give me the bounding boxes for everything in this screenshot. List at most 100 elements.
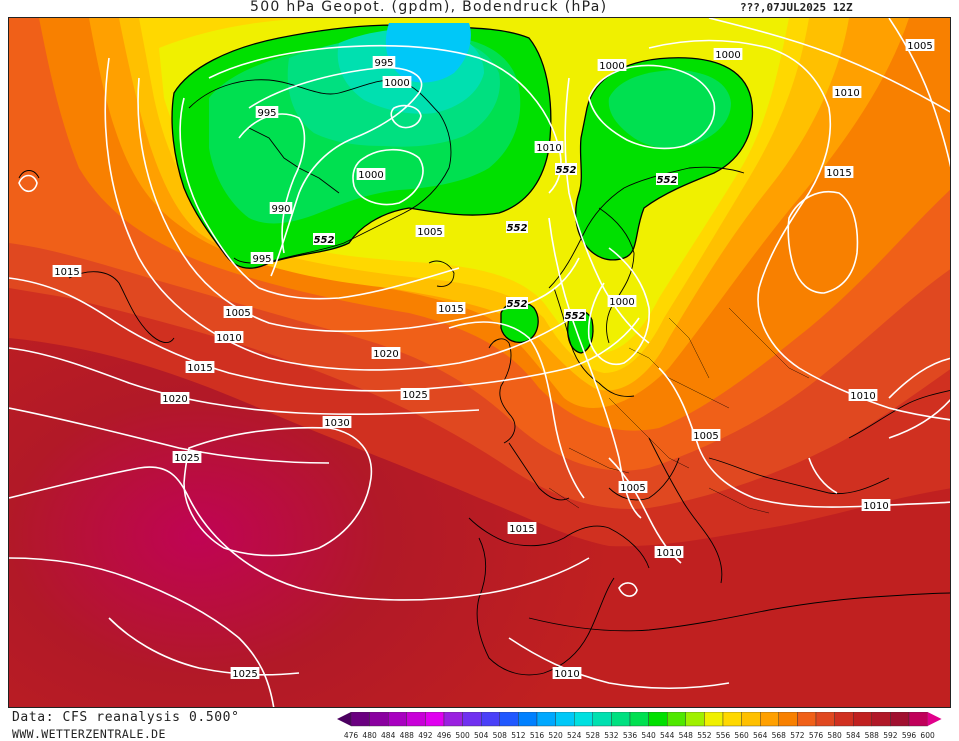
isobar-label: 1005 <box>691 429 721 442</box>
svg-text:1005: 1005 <box>693 431 718 442</box>
svg-text:995: 995 <box>374 58 393 69</box>
legend-swatch <box>573 712 593 727</box>
legend-tick-label: 476 <box>344 731 359 740</box>
legend-tick-label: 560 <box>734 731 749 740</box>
geopotential-label-group: 552 552 552 552 552 552 <box>313 163 678 322</box>
legend-swatch <box>518 712 538 727</box>
legend-tick-label: 516 <box>530 731 545 740</box>
svg-text:1010: 1010 <box>216 333 241 344</box>
isobar-label: 1000 <box>356 168 386 181</box>
svg-text:1015: 1015 <box>826 168 851 179</box>
legend-tick-label: 548 <box>679 731 694 740</box>
legend-tick-label: 580 <box>827 731 842 740</box>
svg-text:1000: 1000 <box>384 78 409 89</box>
geopotential-label: 552 <box>506 221 528 234</box>
svg-text:1020: 1020 <box>162 394 187 405</box>
legend-tick-label: 552 <box>697 731 712 740</box>
legend-tick-label: 536 <box>623 731 638 740</box>
legend-tick-label: 568 <box>772 731 787 740</box>
svg-text:1010: 1010 <box>834 88 859 99</box>
isobar-label: 1015 <box>185 361 215 374</box>
svg-text:1005: 1005 <box>417 227 442 238</box>
coastlines <box>18 79 950 676</box>
legend-tick-label: 496 <box>437 731 452 740</box>
legend-swatch <box>834 712 854 727</box>
legend-swatch <box>443 712 463 727</box>
data-source-text: Data: CFS reanalysis 0.500° <box>12 710 240 725</box>
geopotential-label: 552 <box>564 309 586 322</box>
legend-tick-label: 528 <box>586 731 601 740</box>
legend-bar: 476 480 484 488 492 496 500 504 508 512 516 520 524 5… <box>337 712 942 740</box>
chart-title: 500 hPa Geopot. (gpdm), Bodendruck (hPa) <box>250 0 608 15</box>
svg-text:552: 552 <box>507 223 528 234</box>
legend-swatch <box>667 712 687 727</box>
weather-map[interactable]: 995 1000 995 990 1000 995 1000 1000 1005 1010 1010… <box>8 17 951 708</box>
valid-datetime: ???,07JUL2025 12Z <box>740 1 853 14</box>
isobar-label: 1025 <box>230 667 260 680</box>
isobar-label: 1000 <box>382 76 412 89</box>
website-link[interactable]: WWW.WETTERZENTRALE.DE <box>12 727 166 741</box>
legend-swatch <box>499 712 519 727</box>
legend-tick-label: 592 <box>883 731 898 740</box>
legend-swatch <box>908 712 928 727</box>
legend-tick-label: 500 <box>455 731 470 740</box>
legend-swatch <box>797 712 817 727</box>
legend-swatch <box>388 712 408 727</box>
legend-swatch <box>760 712 780 727</box>
legend-swatch <box>536 712 556 727</box>
svg-text:552: 552 <box>556 165 577 176</box>
legend-tick-label: 484 <box>381 731 396 740</box>
legend-swatch <box>350 712 370 727</box>
isobar-label: 1005 <box>618 481 648 494</box>
legend-tick-label: 596 <box>902 731 917 740</box>
legend-tick-label: 488 <box>400 731 415 740</box>
isobar-label: 990 <box>269 202 293 215</box>
map-canvas: 995 1000 995 990 1000 995 1000 1000 1005 1010 1010… <box>9 18 950 707</box>
svg-text:995: 995 <box>252 254 271 265</box>
isobar-label: 995 <box>372 56 396 69</box>
svg-text:995: 995 <box>257 108 276 119</box>
svg-text:1010: 1010 <box>850 391 875 402</box>
svg-text:1015: 1015 <box>54 267 79 278</box>
legend-swatch <box>480 712 500 727</box>
legend-tick-label: 492 <box>418 731 433 740</box>
geopotential-label: 552 <box>313 233 335 246</box>
legend-swatch <box>369 712 389 727</box>
isobar-label: 1025 <box>400 388 430 401</box>
svg-text:1025: 1025 <box>402 390 427 401</box>
isobar-label: 1025 <box>172 451 202 464</box>
isobar-label: 1005 <box>905 39 935 52</box>
legend-swatch <box>592 712 612 727</box>
legend-tick-label: 524 <box>567 731 582 740</box>
legend-swatch <box>704 712 724 727</box>
legend-swatch <box>648 712 668 727</box>
header-bar: 500 hPa Geopot. (gpdm), Bodendruck (hPa)… <box>0 0 959 18</box>
svg-text:1000: 1000 <box>599 61 624 72</box>
isobar-label: 1020 <box>371 347 401 360</box>
borders <box>548 307 810 514</box>
isobar-label: 995 <box>250 252 274 265</box>
isobar-label-group: 995 1000 995 990 1000 995 1000 1000 1005 1010 1010… <box>52 39 935 680</box>
svg-text:1025: 1025 <box>232 669 257 680</box>
legend-tick-label: 480 <box>362 731 377 740</box>
isobar-label: 1015 <box>52 265 82 278</box>
isobar-label: 1010 <box>214 331 244 344</box>
svg-text:1015: 1015 <box>187 363 212 374</box>
isobar-label: 1015 <box>507 522 537 535</box>
isobar-label: 1015 <box>436 302 466 315</box>
legend-swatch <box>815 712 835 727</box>
legend-swatch <box>741 712 761 727</box>
legend-swatch <box>890 712 910 727</box>
legend-tick-label: 588 <box>865 731 880 740</box>
svg-text:1000: 1000 <box>358 170 383 181</box>
isobar-label: 1020 <box>160 392 190 405</box>
legend-tick-label: 544 <box>660 731 675 740</box>
isobar-label: 1010 <box>654 546 684 559</box>
geopotential-label: 552 <box>506 297 528 310</box>
color-legend: 476 480 484 488 492 496 500 504 508 512 516 520 524 5… <box>337 712 957 741</box>
isobar-label: 1010 <box>861 499 891 512</box>
isobar-label: 995 <box>255 106 279 119</box>
legend-arrow-right <box>927 712 942 726</box>
legend-swatch <box>406 712 426 727</box>
legend-swatch <box>722 712 742 727</box>
